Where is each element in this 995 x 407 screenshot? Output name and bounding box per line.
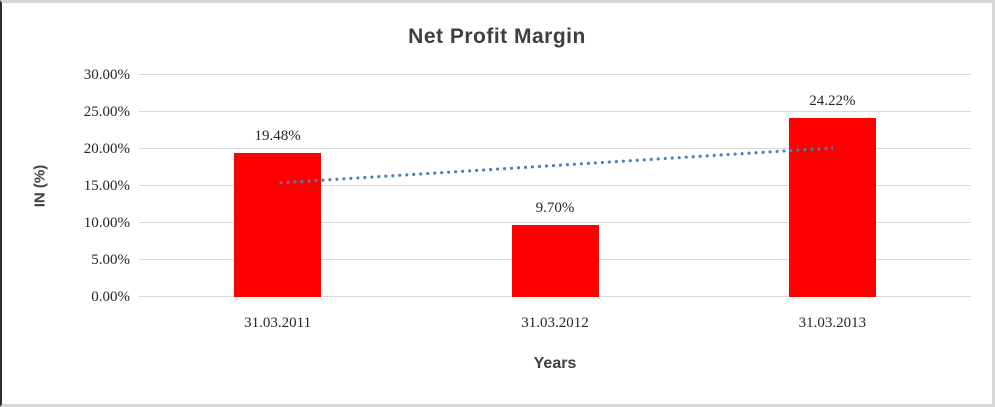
x-category-label: 31.03.2013	[798, 315, 867, 331]
x-axis-labels: 31.03.2011 31.03.2012 31.03.2013	[139, 315, 971, 337]
y-tick-label: 10.00%	[83, 215, 130, 231]
bar-data-label: 24.22%	[809, 92, 856, 109]
x-category-label: 31.03.2012	[521, 315, 589, 331]
gridline	[139, 148, 971, 149]
trendline	[277, 145, 833, 185]
bar-data-label: 9.70%	[535, 200, 575, 217]
chart-title: Net Profit Margin	[408, 25, 586, 48]
gridline	[139, 111, 971, 112]
x-category-label: 31.03.2011	[244, 315, 312, 331]
gridline	[139, 74, 971, 75]
y-tick-label: 20.00%	[83, 141, 130, 157]
x-axis-title: Years	[533, 355, 577, 372]
bar-data-label: 19.48%	[254, 127, 301, 144]
gridline	[139, 222, 971, 223]
bar	[511, 225, 599, 297]
y-axis-labels: 0.00% 5.00% 10.00% 15.00% 20.00% 25.00% 30.00%	[2, 67, 130, 305]
y-tick-label: 5.00%	[91, 252, 130, 268]
bar	[788, 117, 876, 297]
bar	[234, 152, 322, 297]
y-tick-label: 25.00%	[83, 104, 130, 120]
y-tick-label: 0.00%	[91, 289, 130, 305]
y-tick-label: 15.00%	[83, 178, 130, 194]
plot-area: 19.48% 9.70% 24.22%	[139, 74, 971, 297]
gridline	[139, 185, 971, 186]
y-tick-label: 30.00%	[83, 67, 130, 83]
